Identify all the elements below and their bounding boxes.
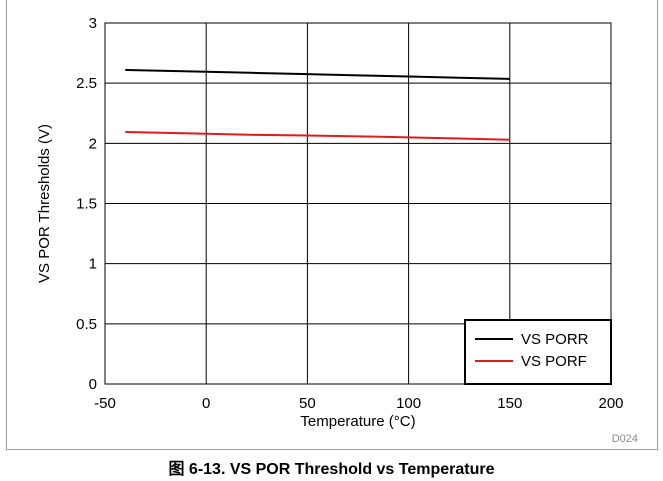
legend-label: VS PORR (521, 331, 589, 348)
chart: -50 0 50 100 150 200 0 0.5 1 1.5 2 2.5 3 Temperatur… (36, 15, 638, 445)
series-line-vs-porf (125, 130, 510, 141)
legend-label: VS PORF (521, 353, 587, 370)
y-tick-label: 0 (89, 376, 97, 393)
x-axis-ticks: -50 0 50 100 150 200 (94, 395, 623, 412)
x-tick-label: -50 (94, 395, 116, 412)
y-tick-label: 2.5 (76, 75, 97, 92)
series-layer (125, 68, 510, 141)
y-axis-label: VS POR Thresholds (V) (36, 124, 53, 283)
grid (105, 23, 611, 384)
x-tick-label: 150 (497, 395, 522, 412)
y-tick-label: 2 (89, 135, 97, 152)
legend-items: VS PORR VS PORF (475, 331, 589, 370)
x-axis-label: Temperature (°C) (300, 413, 415, 430)
legend-box (464, 319, 612, 385)
x-tick-label: 200 (598, 395, 623, 412)
plot-area (104, 22, 612, 385)
x-tick-label: 100 (396, 395, 421, 412)
x-tick-label: 0 (202, 395, 210, 412)
y-axis-ticks: 0 0.5 1 1.5 2 2.5 3 (76, 15, 97, 393)
figure-caption: 图 6-13. VS POR Threshold vs Temperature (168, 461, 495, 478)
y-tick-label: 1 (89, 256, 97, 273)
series-line-vs-porr (125, 68, 510, 80)
legend: VS PORR VS PORF (464, 319, 612, 385)
y-tick-label: 3 (89, 15, 97, 32)
figure-tag: D024 (612, 433, 638, 445)
x-tick-label: 50 (299, 395, 316, 412)
y-tick-label: 1.5 (76, 196, 97, 213)
y-tick-label: 0.5 (76, 316, 97, 333)
figure-frame (6, 0, 658, 450)
